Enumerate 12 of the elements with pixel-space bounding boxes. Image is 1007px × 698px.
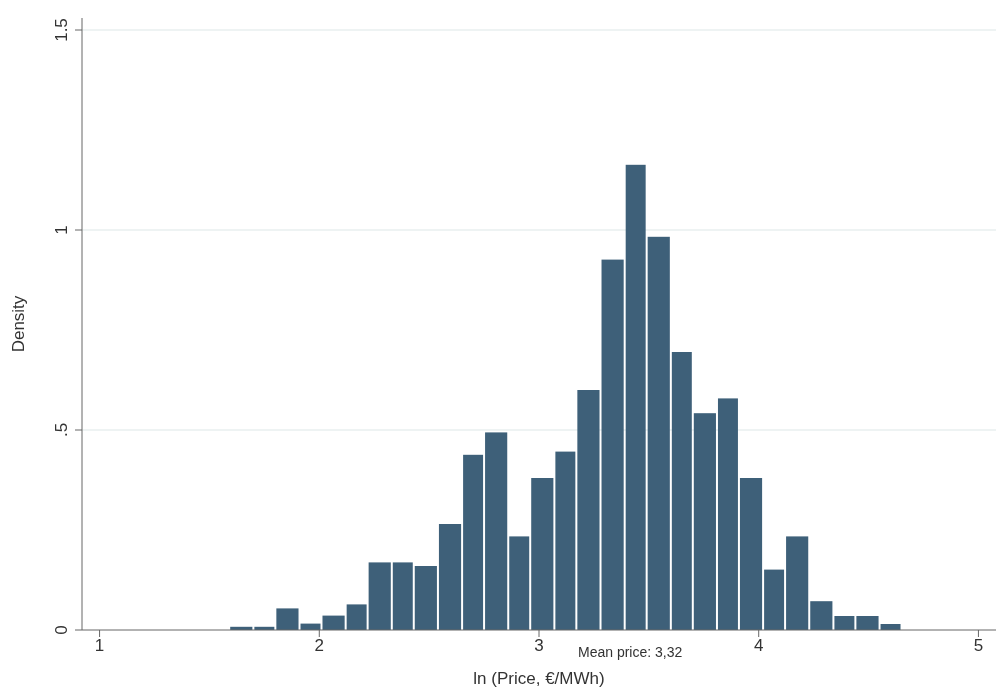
y-tick-label: 1.5 (52, 18, 71, 42)
x-tick-label: 4 (753, 636, 764, 656)
y-axis-title: Density (9, 295, 29, 353)
x-tick-label: 5 (973, 636, 984, 656)
x-axis-title: ln (Price, €/MWh) (473, 669, 605, 688)
x-tick-label: 3 (534, 636, 544, 656)
y-tick-label: .5 (52, 422, 71, 438)
y-tick-label: 0 (52, 625, 71, 635)
x-tick-label: 2 (314, 636, 325, 656)
y-tick-label: 1 (52, 225, 71, 235)
text: Mean price: 3,32 (578, 644, 683, 660)
x-tick-label: 1 (94, 636, 105, 656)
